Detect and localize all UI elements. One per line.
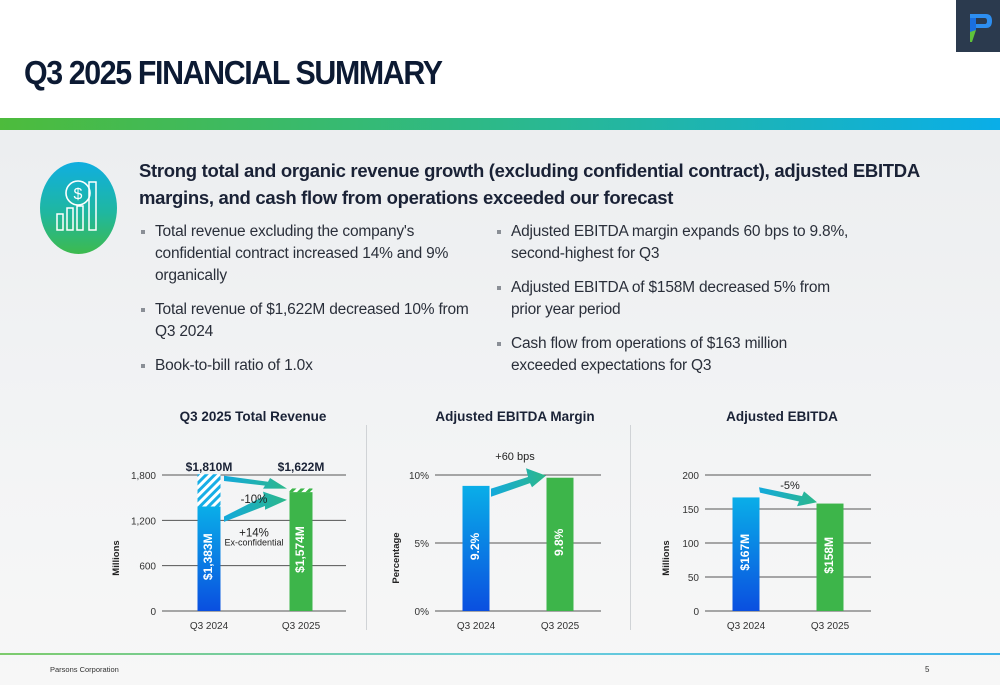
bar-value-label: $158M: [822, 537, 836, 574]
bullet-item: Total revenue excluding the company's co…: [139, 221, 479, 287]
parsons-logo-icon: [956, 0, 1000, 52]
bar-value-label: $1,383M: [201, 533, 215, 580]
y-tick-label: 150: [682, 505, 699, 516]
annotation-decrease: -10%: [241, 494, 268, 506]
margin-chart-title: Adjusted EBITDA Margin: [435, 409, 595, 424]
bullet-item: Cash flow from operations of $163 millio…: [495, 333, 855, 377]
y-tick-label: 1,200: [131, 516, 156, 527]
y-tick-label: 50: [688, 573, 700, 584]
bar-value-label: 9.2%: [468, 532, 482, 560]
bar: [732, 497, 760, 611]
hatched-bar-segment: [197, 474, 221, 507]
page-number: 5: [925, 665, 930, 674]
y-tick-label: 1,800: [131, 471, 156, 482]
bar-value-label: 9.8%: [552, 528, 566, 556]
footer-divider: [0, 653, 1000, 655]
annotation-subtext: Ex-confidential: [224, 537, 283, 547]
y-axis-label: Millions: [661, 540, 672, 575]
bar-value-label: $167M: [738, 534, 752, 571]
bar: [289, 492, 313, 611]
y-tick-label: 200: [682, 471, 699, 482]
margin-chart: 0% 5% 10% Percentage Q3 2024 Q3 2025 9.2% 9.8% +…: [391, 451, 601, 632]
bullets-right: Adjusted EBITDA margin expands 60 bps to…: [495, 221, 855, 389]
increase-arrow: [224, 491, 287, 522]
bar: [462, 485, 490, 611]
bullet-item: Adjusted EBITDA of $158M decreased 5% fr…: [495, 277, 855, 321]
y-tick-label: 600: [139, 562, 156, 573]
svg-text:$: $: [74, 186, 83, 203]
hatched-bar-segment: [289, 488, 313, 493]
bar-total-label: $1,622M: [278, 460, 325, 474]
annotation-pct: -5%: [780, 480, 800, 492]
bullet-item: Adjusted EBITDA margin expands 60 bps to…: [495, 221, 855, 265]
bullets-left: Total revenue excluding the company's co…: [139, 221, 479, 389]
dollar-bar-chart-icon: $: [40, 162, 117, 254]
header: Q3 2025 FINANCIAL SUMMARY: [0, 0, 1000, 118]
decrease-arrow: [759, 487, 817, 507]
bar: [197, 506, 221, 611]
y-tick-label: 10%: [409, 471, 429, 482]
y-axis-label: Percentage: [391, 532, 402, 583]
bar-value-label: $1,574M: [293, 526, 307, 573]
bar-total-label: $1,810M: [186, 460, 233, 474]
x-tick-label: Q3 2024: [727, 621, 766, 632]
increase-arrow: [491, 468, 546, 497]
page-title: Q3 2025 FINANCIAL SUMMARY: [24, 54, 443, 91]
accent-gradient-bar: [0, 118, 1000, 130]
annotation-bps: +60 bps: [495, 451, 535, 463]
chart-divider: [630, 425, 631, 630]
x-tick-label: Q3 2025: [541, 621, 580, 632]
x-tick-label: Q3 2024: [190, 621, 229, 632]
ebitda-chart-title: Adjusted EBITDA: [726, 409, 838, 424]
bullet-item: Total revenue of $1,622M decreased 10% f…: [139, 299, 479, 343]
bullet-item: Book-to-bill ratio of 1.0x: [139, 355, 479, 377]
y-tick-label: 5%: [415, 539, 430, 550]
revenue-chart: 0 600 1,200 1,800 Millions Q3 2024 Q3 2025 $1,3…: [111, 460, 346, 632]
x-tick-label: Q3 2025: [811, 621, 850, 632]
annotation-increase: +14%: [239, 527, 269, 539]
y-tick-label: 0%: [415, 607, 430, 618]
decrease-arrow: [224, 475, 287, 489]
ebitda-chart: 0 50 100 150 200 Millions Q3 2024 Q3 2025 $167M $…: [661, 471, 871, 632]
y-tick-label: 0: [150, 607, 156, 618]
footer-company: Parsons Corporation: [50, 665, 119, 674]
x-tick-label: Q3 2024: [457, 621, 496, 632]
y-tick-label: 0: [693, 607, 699, 618]
bar: [816, 503, 844, 611]
x-tick-label: Q3 2025: [282, 621, 321, 632]
y-axis-label: Millions: [111, 540, 122, 575]
chart-divider: [366, 425, 367, 630]
y-tick-label: 100: [682, 539, 699, 550]
bar: [546, 477, 574, 611]
revenue-chart-title: Q3 2025 Total Revenue: [179, 409, 327, 424]
summary-headline: Strong total and organic revenue growth …: [139, 160, 920, 208]
